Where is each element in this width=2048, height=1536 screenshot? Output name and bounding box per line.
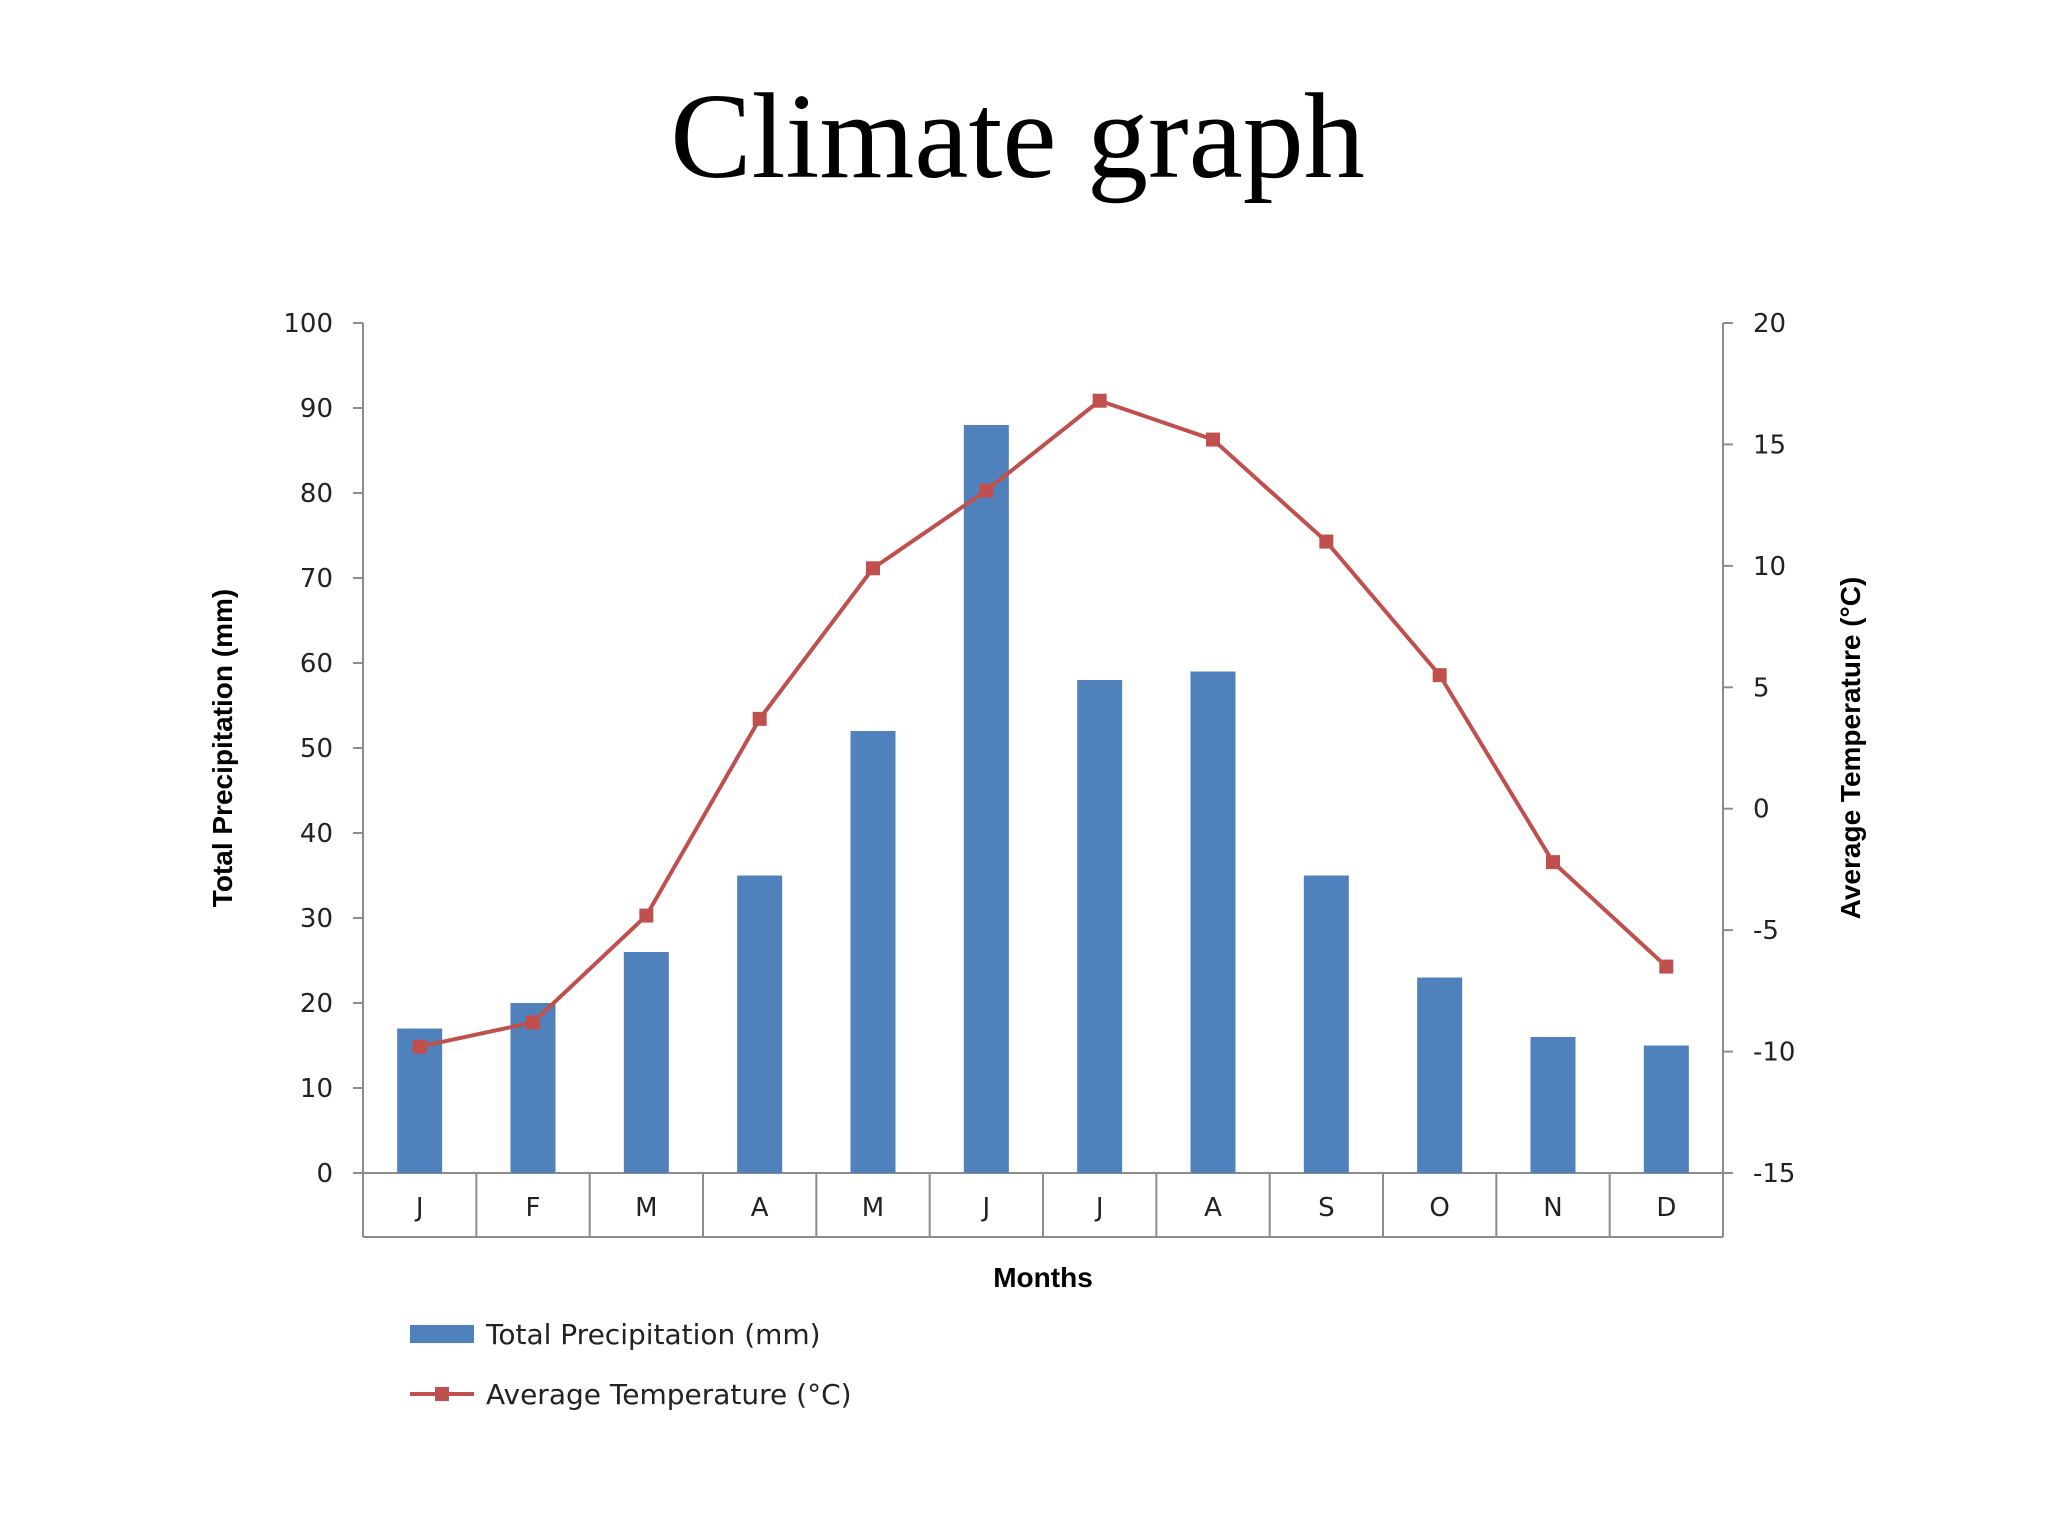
month-label: O [1429,1193,1449,1223]
precipitation-bars [397,425,1689,1173]
precipitation-bar [1077,680,1123,1173]
chart-axes [353,322,1733,1238]
month-label: J [414,1193,424,1223]
precipitation-bar [1303,875,1349,1173]
temperature-point [412,1039,427,1054]
left-axis-tick-label: 30 [300,904,333,934]
right-axis-tick-label: -10 [1753,1038,1795,1068]
temperature-point [639,908,654,923]
left-axis-tick-label: 10 [300,1074,333,1104]
temperature-point [1206,432,1220,447]
chart-legend: Total Precipitation (mm) Average Temperat… [410,1318,852,1411]
slide-title: Climate graph [670,69,1365,204]
month-label: J [980,1193,990,1223]
temperature-point [1092,393,1107,408]
right-axis-title: Average Temperature (°C) [1835,577,1866,920]
right-axis-tick-label: 0 [1753,795,1770,825]
month-label: A [751,1193,769,1223]
right-axis-tick-label: -5 [1753,916,1779,946]
precipitation-bar [510,1003,556,1173]
temperature-point [1432,668,1447,683]
right-axis-tick-label: 5 [1753,673,1770,703]
right-axis-tick-label: -15 [1753,1159,1795,1189]
temperature-point [752,711,767,726]
temperature-point [1546,855,1560,870]
precipitation-bar [850,731,896,1173]
left-axis-tick-label: 50 [300,734,333,764]
month-label: M [635,1193,657,1223]
legend-label-precipitation: Total Precipitation (mm) [485,1318,821,1351]
left-axis-tick-label: 90 [300,394,333,424]
legend-swatch-temperature-marker [435,1387,449,1401]
precipitation-bar [1417,977,1463,1173]
legend-swatch-precipitation [410,1325,474,1343]
precipitation-bar [1190,671,1236,1173]
month-label: F [526,1193,541,1223]
x-axis-title: Months [993,1262,1093,1293]
month-label: N [1543,1193,1562,1223]
precipitation-bar [963,425,1009,1173]
temperature-point [1659,959,1674,974]
month-label: A [1204,1193,1222,1223]
temperature-point [1319,534,1334,549]
legend-label-temperature: Average Temperature (°C) [486,1378,852,1411]
left-axis-tick-label: 100 [283,309,333,339]
left-axis-tick-label: 0 [316,1159,333,1189]
month-label: S [1318,1193,1335,1223]
temperature-point [866,561,880,576]
temperature-point [526,1015,540,1030]
month-label: D [1656,1193,1676,1223]
month-label: M [862,1193,884,1223]
precipitation-bar [623,952,669,1173]
left-axis-tick-label: 40 [300,819,333,849]
left-axis-tick-label: 20 [300,989,333,1019]
right-axis-tick-label: 20 [1753,309,1786,339]
chart-labels: 0 10 20 30 40 50 60 70 80 90 100 -15 -10 -5 0 5 10 15 20 J F… [207,309,1866,1293]
left-axis-tick-label: 80 [300,479,333,509]
right-axis-tick-label: 10 [1753,552,1786,582]
precipitation-bar [1530,1037,1576,1173]
right-axis-tick-label: 15 [1753,430,1786,460]
month-label: J [1094,1193,1104,1223]
left-axis-title: Total Precipitation (mm) [207,589,238,907]
left-axis-tick-label: 70 [300,564,333,594]
temperature-point [979,483,994,498]
precipitation-bar [1643,1045,1689,1173]
left-axis-tick-label: 60 [300,649,333,679]
temperature-line [412,393,1674,1054]
precipitation-bar [737,875,783,1173]
temperature-series-line [419,398,1668,1049]
